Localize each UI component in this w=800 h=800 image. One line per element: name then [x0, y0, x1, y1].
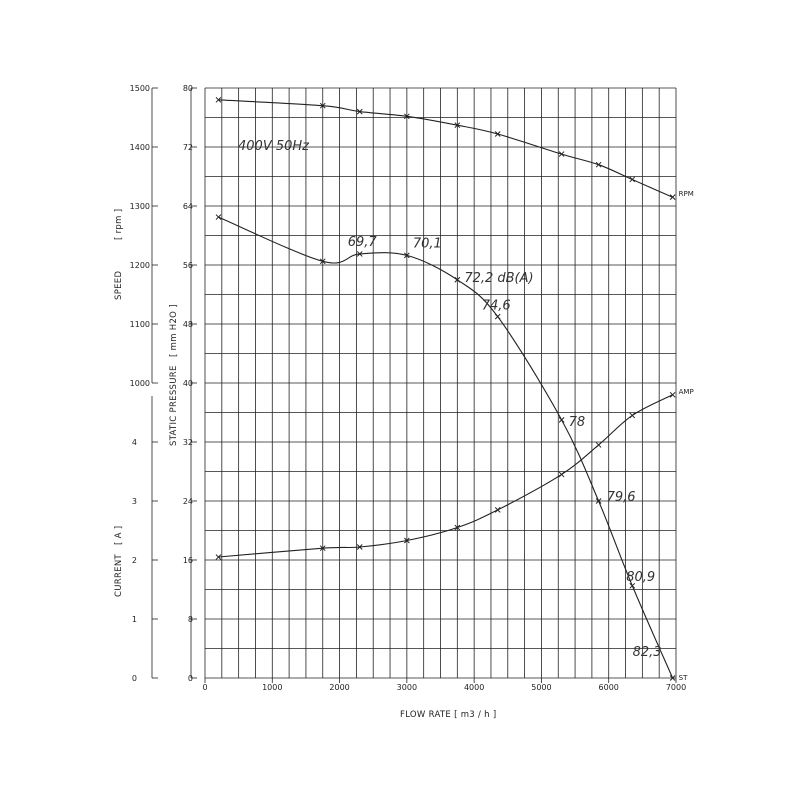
x-tick-label: 5000: [531, 683, 551, 692]
data-point-marker: [595, 498, 602, 504]
pressure-tick-label: 16: [183, 556, 193, 565]
series-curves: RPM AMP ST: [218, 99, 694, 682]
series-line-rpm: [218, 99, 673, 198]
pressure-tick-label: 64: [183, 202, 193, 211]
data-point-marker: [558, 417, 565, 423]
pressure-tick-label: 40: [183, 379, 193, 388]
supply-annotation: 400V 50Hz: [238, 139, 310, 154]
speed-tick-label: 1400: [130, 143, 150, 152]
x-tick-label: 6000: [599, 683, 619, 692]
x-axis-title: FLOW RATE [ m3 / h ]: [400, 710, 496, 720]
speed-axis-title: SPEED: [114, 271, 124, 300]
noise-level-label: 82,3: [633, 645, 662, 660]
pressure-tick-label: 72: [183, 143, 193, 152]
data-point-marker: [669, 675, 676, 681]
speed-tick-label: 1300: [130, 202, 150, 211]
data-point-marker: [356, 544, 363, 550]
speed-tick-label: 1500: [130, 84, 150, 93]
series-label-amp: AMP: [679, 388, 694, 396]
x-tick-label: 7000: [666, 683, 686, 692]
pressure-axis-title: STATIC PRESSURE: [169, 365, 179, 446]
pressure-tick-label: 24: [183, 497, 193, 506]
pressure-tick-label: 48: [183, 320, 193, 329]
data-point-marker: [558, 151, 565, 157]
speed-axis-unit: [ rpm ]: [114, 209, 124, 240]
axis-ticks: 0 1000 2000 3000 4000 5000 6000 700008162432404…: [130, 84, 687, 692]
current-tick-label: 2: [132, 556, 137, 565]
data-point-marker: [319, 258, 326, 265]
data-point-marker: [629, 176, 636, 183]
noise-level-label: 79,6: [607, 490, 636, 505]
x-tick-label: 0: [202, 683, 207, 692]
data-point-marker: [356, 251, 363, 257]
noise-level-label: 72,2 dB(A): [464, 271, 533, 286]
data-point-marker: [215, 96, 222, 103]
data-point-marker: [494, 506, 501, 513]
data-point-marker: [454, 276, 461, 283]
data-point-marker: [558, 471, 565, 478]
pressure-tick-label: 56: [183, 261, 193, 270]
noise-level-label: 80,9: [626, 570, 655, 585]
current-axis-title: CURRENT: [114, 554, 124, 597]
x-tick-label: 3000: [397, 683, 417, 692]
noise-level-label: 70,1: [413, 236, 442, 251]
speed-tick-label: 1200: [130, 261, 150, 270]
noise-level-label: 74,6: [482, 299, 511, 314]
data-point-marker: [669, 391, 676, 398]
speed-tick-label: 1100: [130, 320, 150, 329]
current-tick-label: 3: [132, 497, 137, 506]
data-point-marker: [669, 194, 676, 201]
noise-level-label: 69,7: [348, 235, 378, 250]
pressure-tick-label: 8: [188, 615, 193, 624]
data-point-marker: [215, 214, 222, 220]
series-label-rpm: RPM: [679, 190, 694, 198]
speed-tick-label: 1000: [130, 379, 150, 388]
current-tick-label: 4: [132, 438, 137, 447]
data-point-marker: [595, 442, 602, 448]
x-tick-label: 1000: [262, 683, 282, 692]
data-point-marker: [454, 122, 461, 129]
x-tick-label: 4000: [464, 683, 484, 692]
data-point-marker: [454, 524, 461, 531]
noise-level-label: 78: [569, 415, 586, 430]
data-point-marker: [404, 537, 410, 544]
data-point-marker: [494, 313, 501, 320]
data-point-marker: [319, 545, 326, 552]
data-point-marker: [215, 554, 222, 560]
data-point-marker: [494, 131, 501, 137]
series-label-st: ST: [679, 674, 688, 682]
data-point-marker: [629, 412, 636, 419]
series-line-amp: [218, 394, 673, 558]
pressure-tick-label: 80: [183, 84, 193, 93]
data-point-marker: [629, 582, 636, 589]
series-markers: [215, 96, 676, 681]
chart-grid: [151, 87, 677, 679]
current-axis-unit: [ A ]: [114, 526, 124, 545]
noise-labels: 69,7 70,1 72,2 dB(A) 74,6 78 79,6 80,9 82,3: [348, 235, 662, 660]
data-point-marker: [404, 252, 410, 259]
pressure-axis-unit: [ mm H2O ]: [169, 304, 179, 357]
current-tick-label: 0: [132, 674, 137, 683]
data-point-marker: [404, 113, 410, 120]
data-point-marker: [595, 161, 602, 168]
data-point-marker: [356, 108, 363, 115]
data-point-marker: [319, 102, 326, 109]
x-tick-label: 2000: [329, 683, 349, 692]
pressure-tick-label: 0: [188, 674, 193, 683]
pressure-tick-label: 32: [183, 438, 193, 447]
series-line-st: [218, 216, 674, 679]
current-tick-label: 1: [132, 615, 137, 624]
